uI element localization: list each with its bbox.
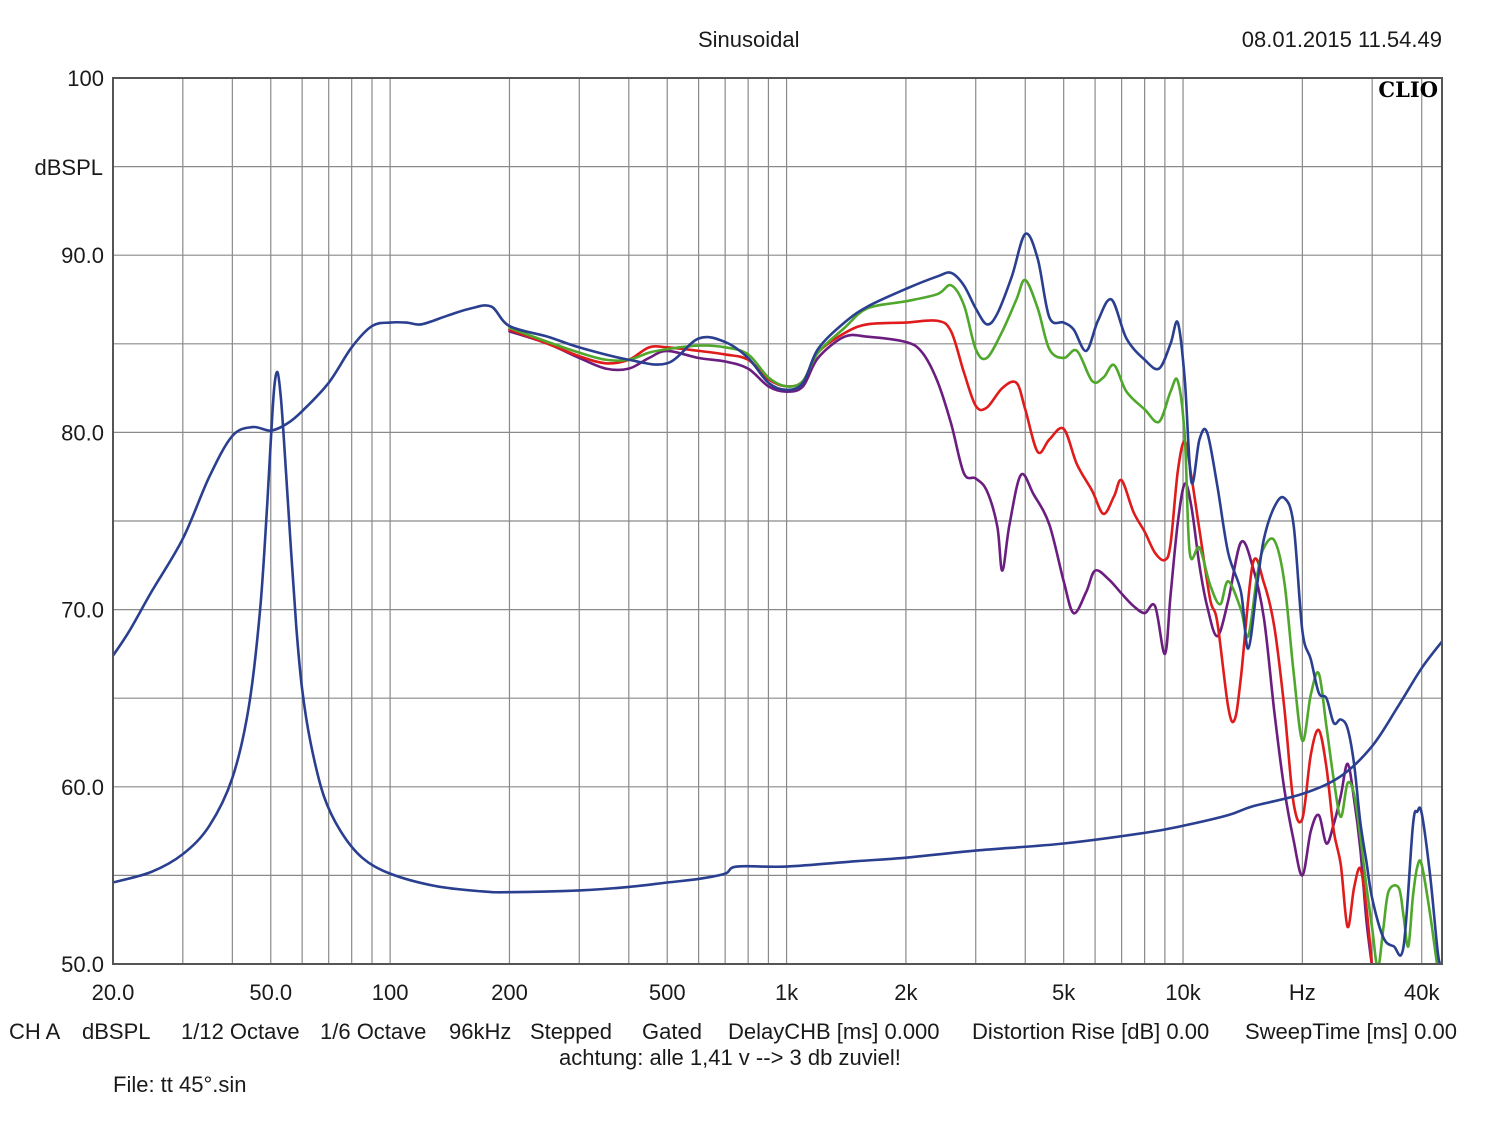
x-tick-label: 20.0 <box>92 980 135 1005</box>
x-tick-label: 100 <box>372 980 409 1005</box>
footer-resolution: 1/6 Octave <box>320 1019 427 1044</box>
x-tick-label: 50.0 <box>249 980 292 1005</box>
x-tick-label: 200 <box>491 980 528 1005</box>
series-impedance <box>113 370 1442 894</box>
x-tick-label: 1k <box>775 980 799 1005</box>
x-tick-label: 500 <box>649 980 686 1005</box>
footer-samplerate: 96kHz <box>449 1019 512 1044</box>
plot-frame <box>112 77 1443 965</box>
footer-channel: CH A <box>9 1019 61 1044</box>
y-tick-label: 50.0 <box>61 952 104 977</box>
footer-mode: Stepped <box>530 1019 612 1044</box>
footer-note: achtung: alle 1,41 v --> 3 db zuviel! <box>559 1045 901 1070</box>
footer-delay: DelayCHB [ms] 0.000 <box>728 1019 940 1044</box>
footer-gated: Gated <box>642 1019 702 1044</box>
x-tick-label: 40k <box>1404 980 1440 1005</box>
footer-distortion: Distortion Rise [dB] 0.00 <box>972 1019 1210 1044</box>
x-tick-label: 5k <box>1052 980 1076 1005</box>
timestamp: 08.01.2015 11.54.49 <box>1241 27 1442 52</box>
x-tick-label: 10k <box>1165 980 1201 1005</box>
series-on-axis <box>113 232 1442 964</box>
footer-smoothing: 1/12 Octave <box>181 1019 300 1044</box>
y-tick-label: 70.0 <box>61 598 104 623</box>
series-angle-2 <box>508 319 1374 964</box>
footer-sweeptime: SweepTime [ms] 0.00 <box>1245 1019 1457 1044</box>
series-layer <box>113 232 1442 964</box>
grid-lines <box>113 78 1442 964</box>
y-axis-label: dBSPL <box>35 155 104 180</box>
y-tick-labels: 100 90.0 80.0 70.0 60.0 50.0 <box>61 66 104 977</box>
x-tick-label: 2k <box>894 980 918 1005</box>
footer-unit: dBSPL <box>82 1019 151 1044</box>
x-tick-label: Hz <box>1289 980 1316 1005</box>
brand-logo: CLIO <box>1378 77 1438 102</box>
series-angle-3 <box>508 330 1374 964</box>
y-tick-label: 100 <box>67 66 104 91</box>
y-tick-label: 80.0 <box>61 420 104 445</box>
x-tick-labels: 20.0 50.0 100 200 500 1k 2k 5k 10k Hz 40k <box>92 980 1441 1005</box>
chart-title: Sinusoidal <box>698 27 800 52</box>
y-tick-label: 60.0 <box>61 775 104 800</box>
file-name: File: tt 45°.sin <box>113 1072 247 1097</box>
y-tick-label: 90.0 <box>61 243 104 268</box>
